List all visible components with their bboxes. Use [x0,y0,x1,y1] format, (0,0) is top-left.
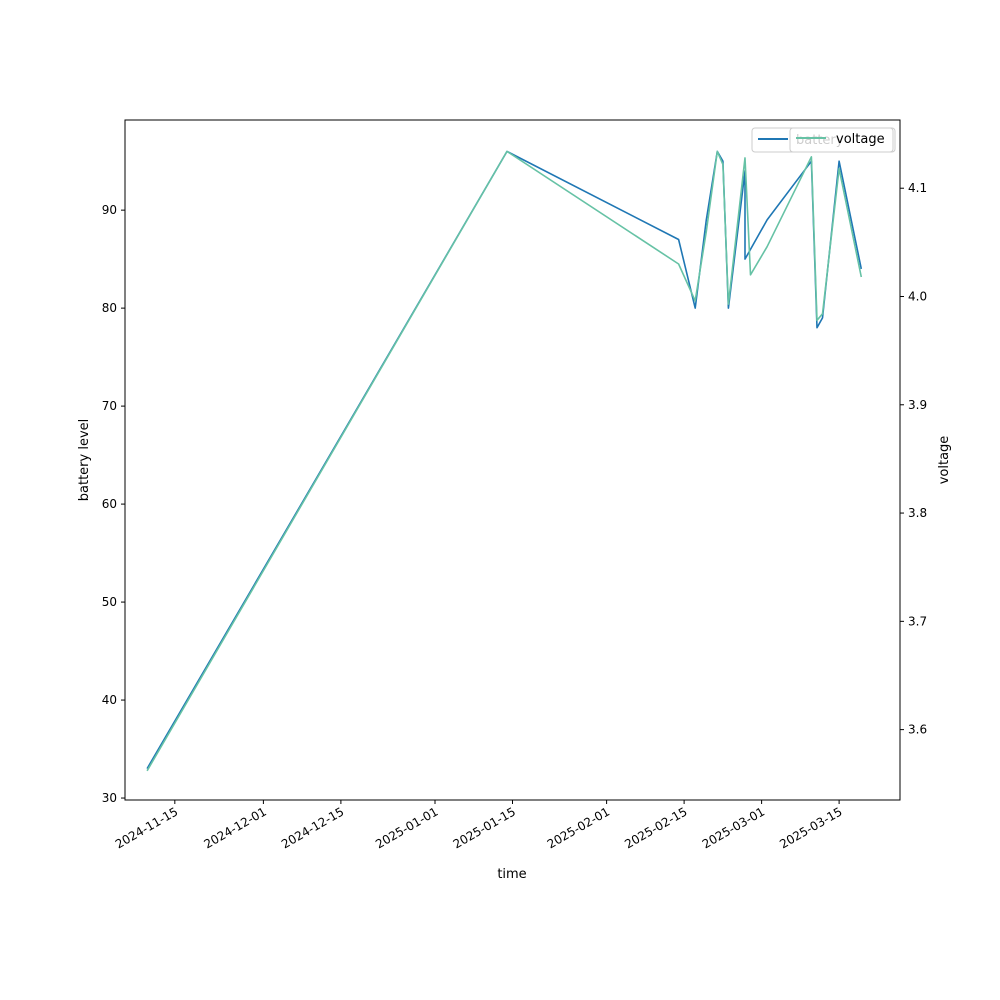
x-tick-label-4: 2025-01-15 [451,804,518,851]
right-y-tick-label-4: 4.0 [908,289,927,303]
left-y-axis-label: battery level [77,419,92,502]
right-y-tick-label-1: 3.7 [908,614,927,628]
right-y-axis-ticks: 3.6 3.7 3.8 3.9 4.0 4.1 [900,181,927,737]
right-y-tick-label-3: 3.9 [908,398,927,412]
series-lines [146,150,863,772]
x-axis-label: time [497,867,526,882]
x-tick-label-5: 2025-02-01 [545,804,612,851]
x-tick-label-7: 2025-03-01 [700,804,767,851]
x-tick-label-1: 2024-12-01 [201,804,268,851]
right-y-tick-label-5: 4.1 [908,181,927,195]
left-y-tick-label-4: 70 [102,399,117,413]
x-tick-label-0: 2024-11-15 [113,804,180,851]
x-tick-label-2: 2024-12-15 [279,804,346,851]
legend-voltage: voltage [789,127,894,153]
right-y-tick-label-0: 3.6 [908,723,927,737]
x-tick-label-8: 2025-03-15 [777,804,844,851]
x-tick-label-6: 2025-02-15 [622,804,689,851]
plot-area-frame [124,119,901,801]
left-y-tick-label-2: 50 [102,595,117,609]
left-y-tick-label-0: 30 [102,791,117,805]
left-y-axis-ticks: 30 40 50 60 70 80 90 [102,203,125,805]
left-y-tick-label-5: 80 [102,301,117,315]
legend-voltage-label: voltage [836,132,885,147]
legend-voltage-frame [789,127,894,153]
left-y-tick-label-3: 60 [102,497,117,511]
right-y-tick-label-2: 3.8 [908,506,927,520]
left-y-tick-label-1: 40 [102,693,117,707]
right-y-axis-label: voltage [937,436,952,485]
x-axis-ticks: 2024-11-15 2024-12-01 2024-12-15 2025-01-01… [113,800,845,851]
x-tick-label-3: 2025-01-01 [373,804,440,851]
left-y-tick-label-6: 90 [102,203,117,217]
series-line-voltage [146,150,863,772]
series-line-battery [146,150,863,770]
